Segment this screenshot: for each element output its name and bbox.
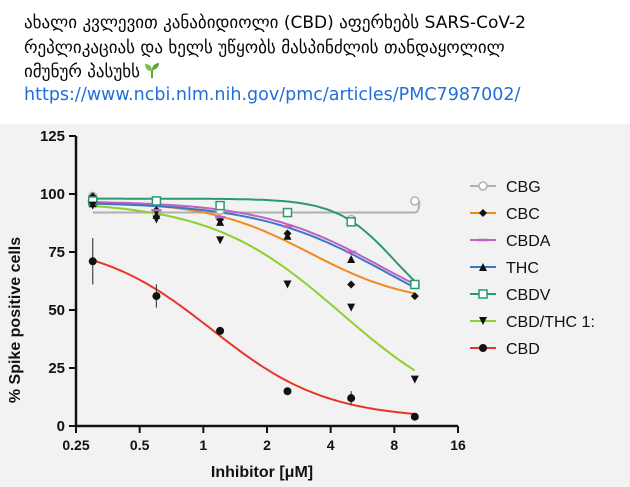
y-tick-label: 75	[48, 244, 65, 261]
article-link[interactable]: https://www.ncbi.nlm.nih.gov/pmc/article…	[24, 85, 521, 105]
data-point-cbd-thc-1-	[88, 201, 97, 210]
legend-marker-cbc	[479, 209, 487, 217]
post-text-line: ახალი კვლევით კანაბიდიოლი (CBD) აფერხებს…	[24, 13, 526, 33]
data-point-cbd-thc-1-	[283, 280, 292, 289]
legend-marker-cbd	[479, 344, 487, 352]
y-tick-label: 100	[40, 186, 65, 203]
post-text: ახალი კვლევით კანაბიდიოლი (CBD) აფერხებს…	[24, 11, 624, 87]
y-axis-label: % Spike positive cells	[7, 237, 24, 403]
post-text-line: იმუნურ პასუხს	[24, 62, 141, 82]
x-tick-label: 8	[390, 437, 398, 453]
x-tick-label: 4	[327, 437, 335, 453]
post-header: ახალი კვლევით კანაბიდიოლი (CBD) აფერხებს…	[0, 0, 630, 122]
post-text-line: რეპლიკაციას და ხელს უწყობს მასპინძლის თა…	[24, 37, 505, 58]
legend-marker-cbg	[478, 181, 488, 191]
legend-label-thc: THC	[506, 260, 539, 277]
data-point-cbdv	[410, 279, 420, 290]
dose-response-chart: 0.25 0.5 1 2 4 8 16 0 25 50 75 100 125 CBG CBC CBDA THC…	[7, 128, 595, 481]
data-point-cbd-thc-1-	[347, 303, 356, 312]
x-axis-label: Inhibitor [μM]	[211, 464, 313, 481]
legend-label-cbg: CBG	[506, 179, 541, 196]
legend-label-cbc: CBC	[506, 206, 540, 223]
y-tick-label: 50	[48, 302, 65, 319]
data-point-cbg	[410, 196, 420, 206]
y-tick-label: 25	[48, 360, 65, 377]
data-point-cbd-thc-1-	[152, 215, 161, 224]
chart-axes: 0.25 0.5 1 2 4 8 16 0 25 50 75 100 125	[40, 128, 466, 453]
legend-marker-cbdv	[478, 289, 488, 299]
data-point-thc	[347, 254, 356, 263]
data-point-cbd	[88, 257, 97, 266]
fit-curve-cbda	[92, 201, 416, 286]
y-tick-label: 0	[57, 418, 65, 435]
chart-legend: CBG CBC CBDA THC CBDV CBD/THC 1: CBD	[470, 179, 595, 358]
x-tick-label: 2	[263, 437, 271, 453]
x-tick-label: 0.25	[62, 437, 89, 453]
data-point-cbd	[347, 394, 356, 403]
y-tick-label: 125	[40, 128, 65, 145]
data-point-cbd	[283, 387, 292, 396]
legend-marker-cbd-thc-1-	[479, 317, 487, 325]
legend-label-cbdv: CBDV	[506, 287, 551, 304]
seedling-icon	[144, 61, 160, 87]
data-point-cbd-thc-1-	[216, 236, 225, 245]
data-point-cbd	[152, 292, 161, 301]
x-tick-label: 0.5	[130, 437, 150, 453]
x-tick-label: 1	[199, 437, 207, 453]
fit-curve-cbd-thc-1-	[92, 204, 416, 372]
data-point-cbd	[410, 412, 419, 421]
fit-curves	[92, 197, 421, 415]
data-point-thc	[283, 231, 292, 240]
x-tick-label: 16	[450, 437, 466, 453]
fit-curve-thc	[92, 202, 416, 289]
data-point-cbdv	[215, 200, 225, 211]
chart-image: 0.25 0.5 1 2 4 8 16 0 25 50 75 100 125 CBG CBC CBDA THC…	[0, 124, 630, 487]
fit-curve-cbdv	[92, 197, 416, 282]
legend-label-cbd: CBD	[506, 341, 540, 358]
data-point-cbdv	[346, 217, 356, 227]
data-point-cbdv	[151, 196, 162, 206]
data-points	[87, 191, 420, 421]
legend-label-cbd-thc-1-: CBD/THC 1:	[506, 314, 595, 331]
fit-curve-cbd	[92, 259, 415, 415]
legend-label-cbda: CBDA	[506, 233, 551, 250]
legend-marker-thc	[479, 263, 487, 271]
data-point-thc	[216, 217, 225, 226]
data-point-cbd	[216, 326, 225, 335]
fit-curve-cbg	[92, 200, 421, 214]
post-text-line-3: იმუნურ პასუხს	[24, 60, 624, 87]
data-point-cbc	[410, 292, 419, 301]
data-point-cbd-thc-1-	[410, 375, 419, 384]
data-point-cbc	[347, 280, 356, 289]
data-point-cbdv	[282, 207, 293, 218]
